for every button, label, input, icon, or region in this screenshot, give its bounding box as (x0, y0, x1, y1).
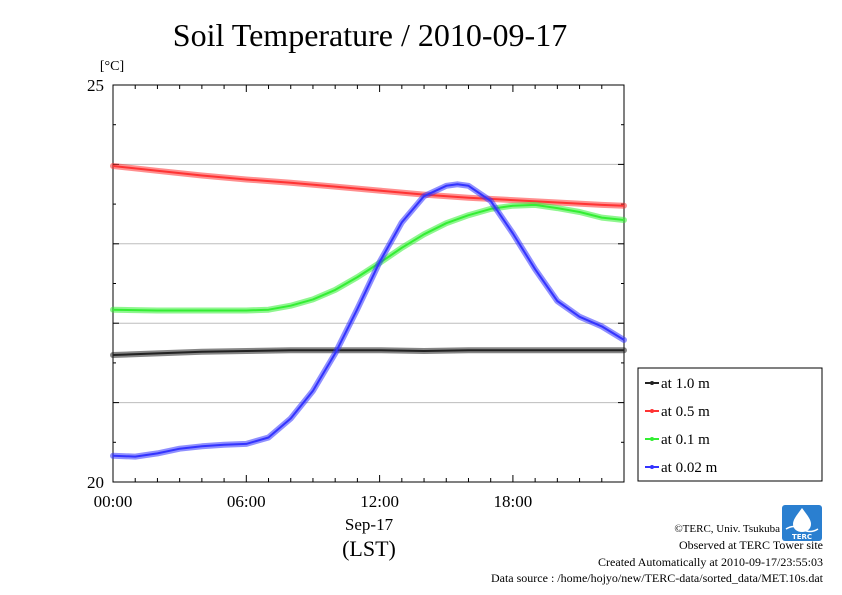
y-tick-label: 20 (87, 473, 104, 492)
legend-marker-at-0-02-m (650, 465, 654, 469)
x-axis-unit-label: (LST) (342, 536, 396, 561)
series-line-at-1-0-m (112, 349, 624, 356)
logo-text: TERC (792, 533, 812, 541)
series-line-at-0-02-m (112, 183, 625, 458)
legend-label-at-0-1-m: at 0.1 m (661, 432, 710, 448)
series-line-at-0-5-m (112, 165, 625, 207)
legend-marker-at-0-1-m (650, 437, 654, 441)
y-tick-label: 25 (87, 76, 104, 95)
series-band-at-0-1-m (110, 201, 627, 314)
series-lines (110, 163, 627, 460)
chart-title: Soil Temperature / 2010-09-17 (173, 17, 567, 53)
legend-label-at-1-0-m: at 1.0 m (661, 376, 710, 392)
x-tick-label: 12:00 (360, 492, 399, 511)
grid-lines (113, 163, 624, 404)
legend-label-at-0-02-m: at 0.02 m (661, 460, 718, 476)
x-tick-label: 00:00 (94, 492, 133, 511)
legend-marker-at-0-5-m (650, 409, 654, 413)
credit-text: ©TERC, Univ. Tsukuba (674, 523, 780, 535)
axis-ticks (112, 84, 625, 483)
y-axis-unit-label: [°C] (100, 59, 124, 74)
legend-box (637, 367, 823, 482)
y-tick-labels: 25 20 (87, 76, 104, 492)
x-axis-date-label: Sep-17 (345, 515, 394, 534)
wave-icon (785, 525, 819, 533)
x-tick-labels: 00:00 06:00 12:00 18:00 (94, 492, 533, 511)
source-text: Data source : /home/hojyo/new/TERC-data/… (491, 571, 824, 585)
x-tick-label: 06:00 (227, 492, 266, 511)
series-line-at-0-1-m (112, 203, 625, 312)
series-band-at-0-5-m (110, 163, 627, 209)
series-band-at-0-02-m (110, 181, 627, 460)
water-drop-icon (793, 508, 811, 532)
terc-logo: TERC (782, 505, 822, 541)
created-text: Created Automatically at 2010-09-17/23:5… (598, 555, 823, 569)
legend: at 1.0 m at 0.5 m at 0.1 m at 0.02 m (637, 367, 823, 482)
x-tick-label: 18:00 (494, 492, 533, 511)
legend-label-at-0-5-m: at 0.5 m (661, 404, 710, 420)
observed-text: Observed at TERC Tower site (679, 538, 823, 552)
legend-marker-at-1-0-m (650, 381, 654, 385)
